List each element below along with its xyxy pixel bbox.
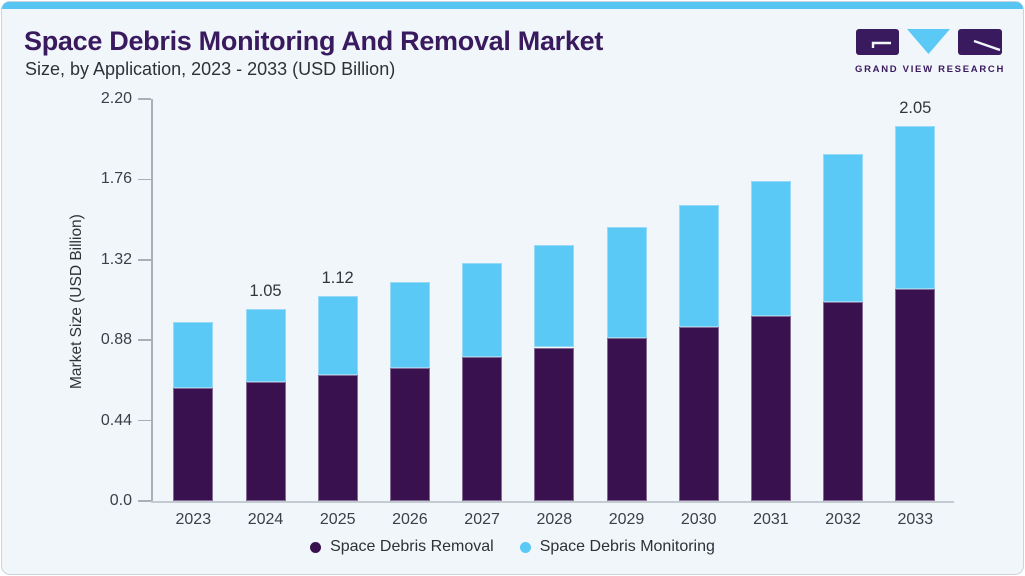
top-accent-bar [2,2,1023,9]
y-tick [138,98,151,100]
bar-segment-space-debris-removal-2023 [173,387,214,501]
bar-segment-space-debris-removal-2025 [317,374,358,501]
bar-segment-space-debris-monitoring-2023 [173,321,214,388]
y-tick-label: 0.0 [109,492,132,509]
bar-segment-space-debris-removal-2032 [823,301,864,501]
legend-swatch-icon [310,541,322,553]
y-tick [138,339,151,341]
y-axis-line [151,99,153,501]
bar-value-label-2025: 1.12 [321,269,354,288]
x-tick-label-2024: 2024 [247,511,284,528]
y-tick [138,178,151,181]
bar-value-label-2033: 2.05 [899,99,932,118]
legend-label: Space Debris Removal [330,538,494,555]
x-tick-label-2027: 2027 [464,511,500,528]
bar-segment-space-debris-monitoring-2024 [245,309,286,383]
bar-segment-space-debris-removal-2031 [750,316,791,501]
y-tick-label: 0.88 [100,331,132,349]
x-tick-label-2033: 2033 [897,511,934,528]
y-tick-label: 0.44 [100,411,132,429]
legend-item-space-debris-monitoring: Space Debris Monitoring [519,538,715,556]
y-tick-label: 2.20 [100,90,132,107]
bar-segment-space-debris-removal-2030 [678,327,719,501]
x-axis-line [151,501,954,503]
bar-segment-space-debris-removal-2028 [534,347,575,501]
page-title: Space Debris Monitoring And Removal Mark… [24,26,604,56]
bar-segment-space-debris-monitoring-2030 [678,204,719,328]
x-tick-label-2031: 2031 [753,511,789,528]
y-tick [138,419,151,422]
bar-segment-space-debris-monitoring-2026 [389,281,430,368]
bar-segment-space-debris-removal-2027 [462,356,503,501]
bar-segment-space-debris-monitoring-2028 [534,245,575,348]
chart-legend: Space Debris Removal Space Debris Monitor… [0,538,1025,556]
x-tick-label-2032: 2032 [825,511,861,528]
x-tick-label-2026: 2026 [392,511,428,528]
bar-segment-space-debris-removal-2024 [245,382,286,501]
y-tick [138,500,151,502]
bar-segment-space-debris-removal-2033 [895,289,936,501]
bar-segment-space-debris-monitoring-2032 [823,153,864,302]
bar-segment-space-debris-monitoring-2027 [462,263,503,357]
bar-segment-space-debris-removal-2029 [606,338,647,501]
bar-segment-space-debris-monitoring-2031 [750,181,791,317]
y-tick [138,259,151,261]
x-tick-label-2028: 2028 [536,511,573,528]
legend-label: Space Debris Monitoring [539,538,715,555]
x-tick-label-2025: 2025 [319,511,356,528]
x-tick-label-2029: 2029 [608,511,645,528]
bar-segment-space-debris-removal-2026 [389,367,430,501]
bar-value-label-2024: 1.05 [249,282,282,301]
x-tick-label-2030: 2030 [680,511,717,528]
bar-segment-space-debris-monitoring-2025 [317,296,358,375]
bar-segment-space-debris-monitoring-2029 [606,226,647,339]
grand-view-research-logo: GRAND VIEW RESEARCH [855,29,1003,75]
x-tick-label-2023: 2023 [175,511,212,528]
y-tick-label: 1.76 [100,170,132,188]
legend-item-space-debris-removal: Space Debris Removal [310,538,494,556]
legend-swatch-icon [519,541,531,553]
gvr-logo-marks-icon [856,29,1002,55]
y-tick-label: 1.32 [100,250,132,268]
page-subtitle: Size, by Application, 2023 - 2033 (USD B… [25,59,396,79]
logo-text: GRAND VIEW RESEARCH [855,64,1006,75]
bar-segment-space-debris-monitoring-2033 [895,126,936,290]
